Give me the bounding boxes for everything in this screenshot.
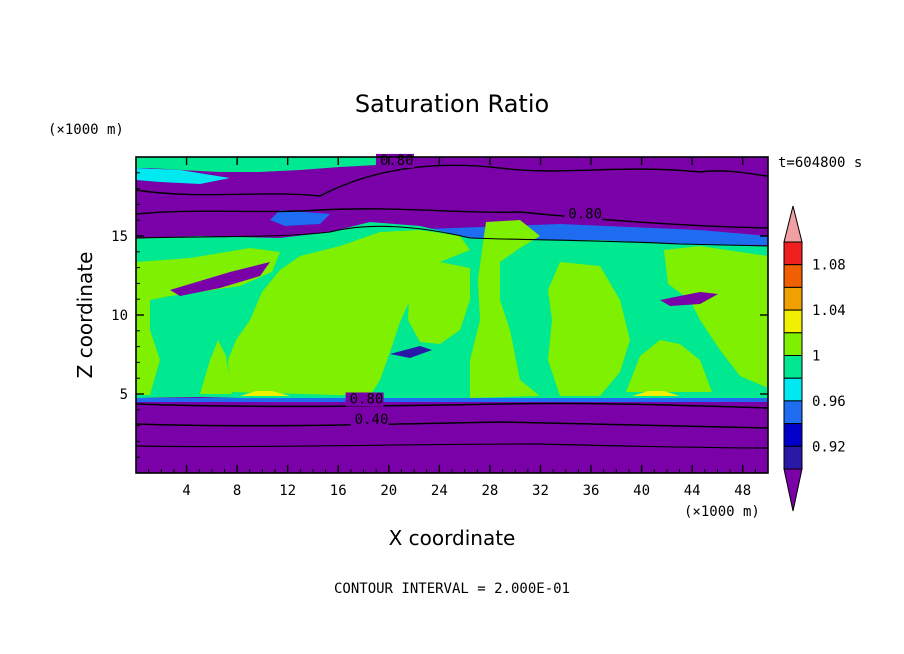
x-tick-label: 8 (233, 483, 241, 499)
x-unit-label: (×1000 m) (684, 504, 760, 520)
x-axis-label: X coordinate (389, 526, 516, 550)
x-tick-label: 12 (279, 483, 296, 499)
x-tick-label: 4 (182, 483, 190, 499)
field-patch-center (408, 262, 470, 344)
field-top-blue-streak (270, 210, 330, 226)
colorbar-label: 1 (812, 349, 820, 365)
colorbar-swatch (783, 445, 803, 470)
field-top-moist-band (136, 157, 400, 172)
y-tick-label: 10 (111, 308, 128, 324)
contour-label: 0.80 (568, 207, 602, 223)
colorbar-swatch (783, 309, 803, 334)
contour-label-bg (564, 207, 603, 222)
x-tick-label: 48 (734, 483, 751, 499)
field-patch-right (664, 246, 768, 388)
colorbar-swatch (783, 355, 803, 379)
field-dry-intrusion-right (660, 292, 718, 306)
colorbar-swatch (783, 264, 803, 288)
contour-bottom-1 (136, 402, 768, 409)
colorbar-swatch (783, 332, 803, 356)
chart-title: Saturation Ratio (355, 90, 549, 118)
field-yellow-left (240, 391, 290, 396)
colorbar-swatch (783, 400, 803, 425)
field-patch-left (136, 248, 280, 395)
colorbar-label: 0.92 (812, 439, 846, 455)
field-yellow-right (632, 391, 680, 396)
field-dry-intrusion-left (170, 262, 270, 296)
colorbar-label: 1.04 (812, 303, 846, 319)
x-tick-label: 28 (481, 483, 498, 499)
field-patch-right-mid (548, 262, 630, 396)
contour-label: 0.40 (355, 412, 389, 428)
contour-label: 0.80 (380, 153, 414, 169)
colorbar-swatch (783, 377, 803, 402)
field-patch-wave (228, 230, 470, 396)
x-tick-label: 40 (633, 483, 650, 499)
contour-bottom-3 (136, 443, 768, 449)
contour-top (136, 164, 768, 197)
x-tick-label: 32 (532, 483, 549, 499)
contour-bottom-2 (136, 421, 768, 429)
colorbar-swatch (783, 423, 803, 447)
field-dry-intrusion-small (390, 346, 432, 358)
y-axis-label: Z coordinate (73, 252, 97, 379)
contour-label-bg (345, 392, 384, 407)
field-top-cyan-streak (136, 168, 230, 184)
contour-sat-top (136, 225, 768, 247)
contour-label-bg (350, 413, 389, 428)
y-tick-label: 5 (120, 387, 128, 403)
x-tick-label: 20 (380, 483, 397, 499)
field-patch-lower-right (626, 340, 712, 392)
colorbar: 0.92 0.96 1 1.04 1.08 (783, 205, 846, 512)
y-tick-label: 15 (111, 229, 128, 245)
x-tick-label: 44 (684, 483, 701, 499)
field-patch-column (470, 220, 540, 398)
plot-area (136, 157, 768, 473)
colorbar-swatch (783, 241, 803, 266)
time-label: t=604800 s (778, 155, 862, 171)
field-patch-lower-left (200, 340, 232, 394)
y-axis: 5 10 15 (111, 172, 768, 458)
colorbar-label: 1.08 (812, 258, 846, 274)
x-tick-label: 24 (431, 483, 448, 499)
colorbar-top-extension (783, 205, 803, 243)
contour-label: 0.80 (350, 391, 384, 407)
colorbar-label: 0.96 (812, 394, 846, 410)
y-unit-label: (×1000 m) (48, 122, 124, 138)
colorbar-bottom-extension (783, 468, 803, 512)
x-tick-label: 36 (583, 483, 600, 499)
field-boundary-strip (136, 398, 768, 402)
x-axis: 4 8 12 16 20 24 28 32 36 40 44 48 (148, 157, 756, 499)
contour-upper (136, 208, 768, 229)
colorbar-swatch (783, 286, 803, 311)
contour-interval-note: CONTOUR INTERVAL = 2.000E-01 (334, 581, 570, 597)
x-tick-label: 16 (330, 483, 347, 499)
